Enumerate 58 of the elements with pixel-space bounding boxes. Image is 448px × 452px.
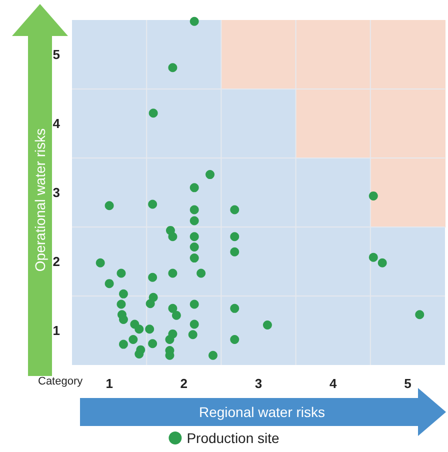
point	[145, 324, 154, 334]
legend-label: Production site	[186, 430, 280, 446]
point	[148, 108, 158, 118]
x-axis-title: Regional water risks	[198, 404, 326, 420]
point	[230, 334, 240, 344]
point	[190, 183, 199, 192]
y-tick-label: 2	[52, 254, 60, 269]
point	[206, 170, 215, 180]
x-tick-label: 2	[180, 376, 188, 391]
x-tick-label: 3	[254, 376, 262, 391]
point	[230, 304, 240, 313]
point	[116, 300, 126, 309]
point	[168, 268, 178, 278]
x-tick-label: 5	[404, 376, 412, 391]
point	[168, 304, 178, 313]
point	[168, 63, 178, 72]
point	[148, 339, 158, 348]
point	[165, 334, 174, 344]
point	[190, 216, 199, 226]
point	[168, 232, 178, 242]
point	[196, 268, 206, 278]
point	[172, 310, 181, 320]
point	[368, 191, 378, 200]
point	[378, 258, 387, 268]
point	[368, 252, 378, 262]
point	[128, 334, 138, 344]
y-tick-label: 5	[52, 47, 60, 62]
point	[96, 258, 105, 268]
point	[230, 232, 240, 242]
point	[118, 289, 128, 298]
point	[190, 254, 199, 263]
point	[230, 247, 240, 256]
point	[104, 201, 114, 210]
text: Category	[38, 376, 84, 388]
point	[190, 242, 199, 252]
x-tick-label: 4	[329, 376, 338, 391]
point	[230, 205, 240, 214]
point	[190, 300, 199, 309]
point	[190, 232, 199, 242]
point	[148, 272, 158, 282]
y-tick-label: 1	[52, 323, 60, 338]
y-tick-label: 3	[52, 185, 60, 200]
point	[148, 200, 158, 209]
point	[415, 310, 424, 320]
point	[208, 350, 218, 360]
x-tick-label: 1	[106, 376, 113, 391]
point	[190, 16, 199, 26]
point	[262, 320, 272, 330]
point	[104, 279, 114, 288]
y-axis-title: Operational water risks	[32, 128, 48, 272]
point	[190, 205, 199, 214]
y-tick-label: 4	[52, 116, 61, 131]
point	[146, 299, 155, 308]
point	[190, 320, 199, 329]
point	[188, 330, 198, 340]
point	[134, 324, 144, 334]
point	[118, 340, 128, 349]
point	[116, 268, 126, 278]
